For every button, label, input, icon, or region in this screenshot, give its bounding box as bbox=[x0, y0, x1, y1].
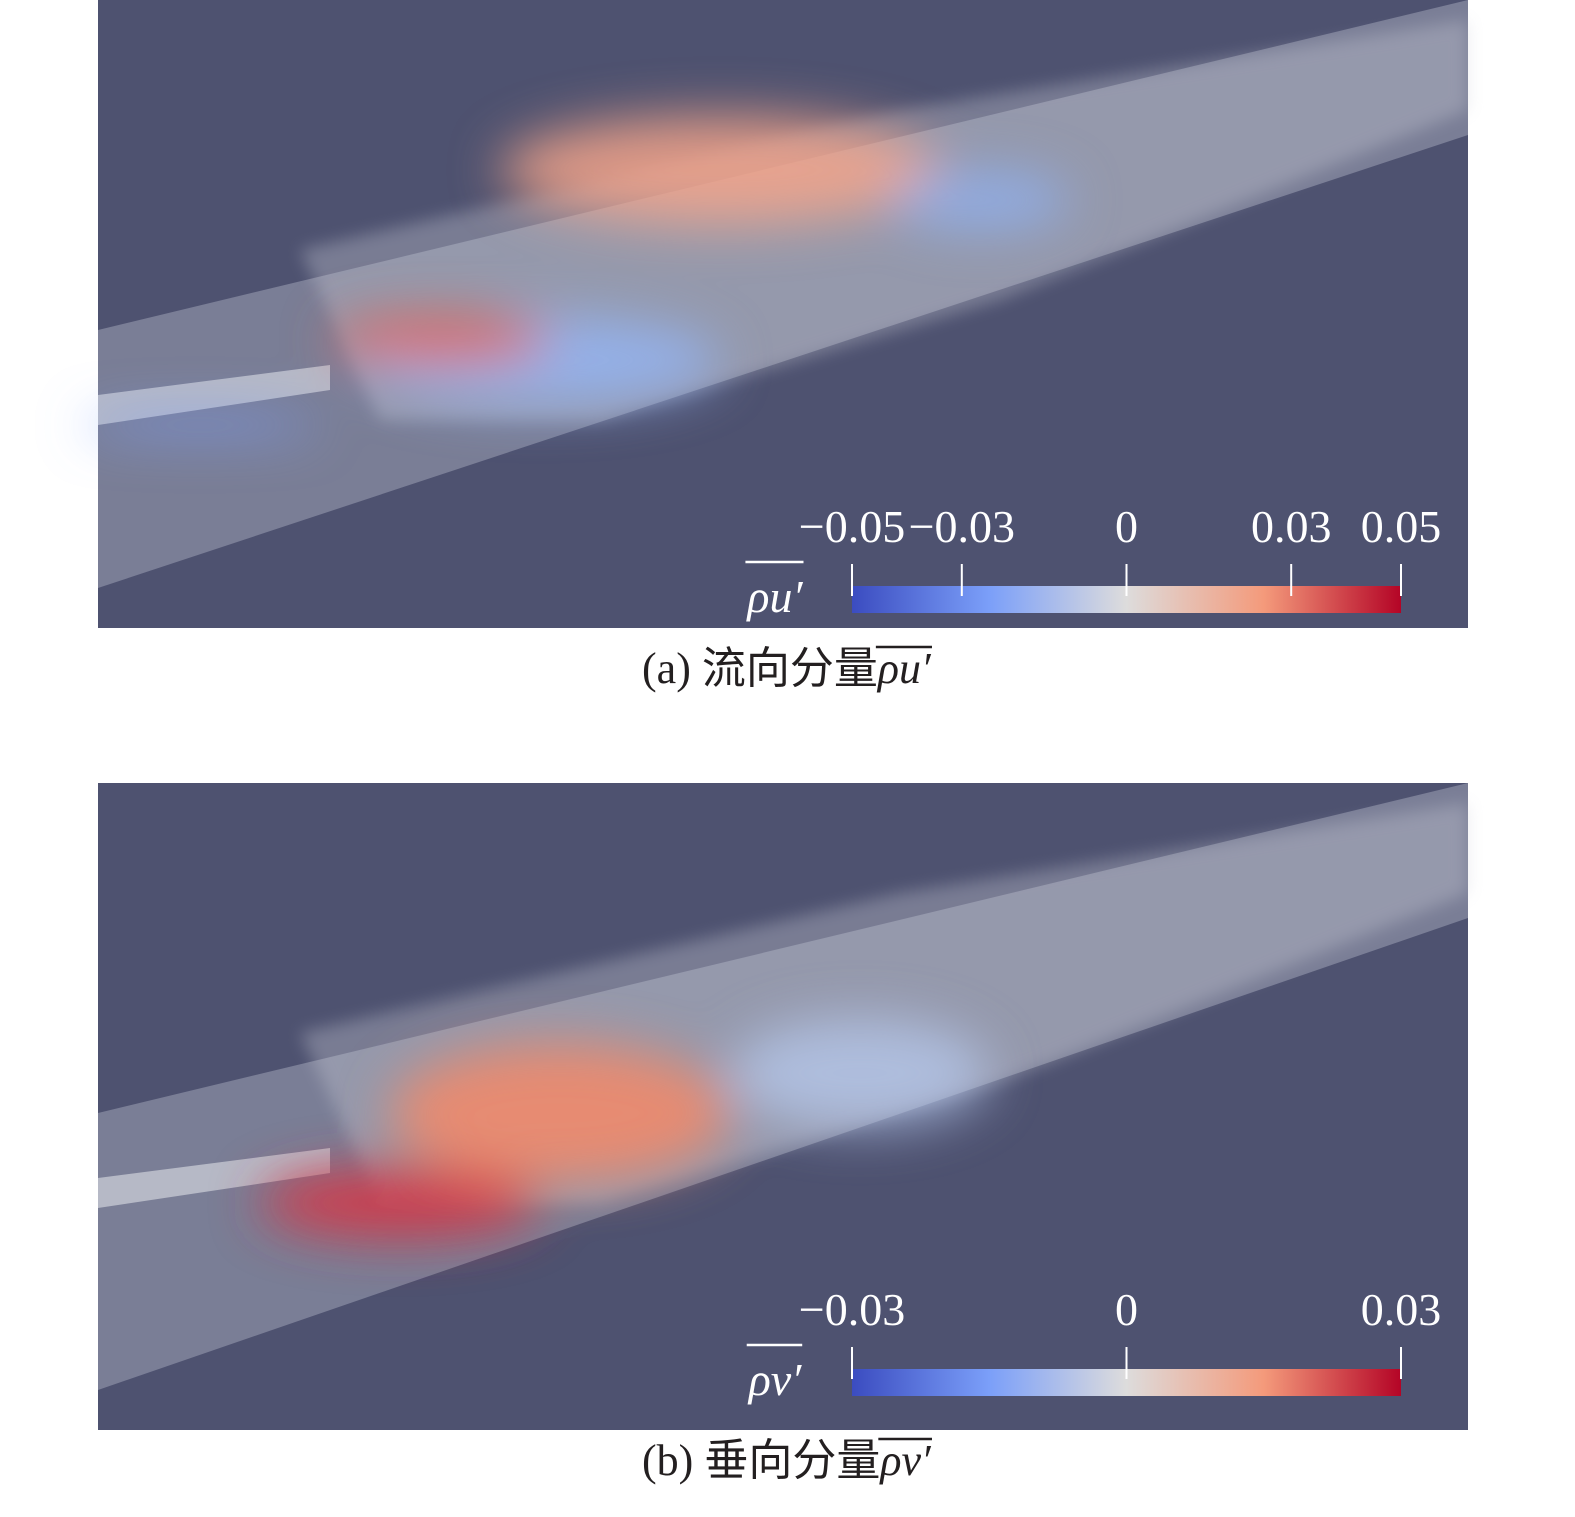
contour-blob bbox=[330, 315, 550, 365]
colorbar-label: ρu′ bbox=[745, 571, 803, 622]
contour-blob bbox=[500, 115, 940, 225]
caption: (a) 流向分量ρu′ bbox=[642, 644, 932, 693]
colorbar-tick-label: 0.05 bbox=[1361, 501, 1442, 552]
contour-blob bbox=[260, 1168, 540, 1238]
colorbar-tick-label: 0 bbox=[1115, 501, 1138, 552]
panel: −0.03 0 0.03 ρv′ bbox=[98, 783, 1468, 1430]
colorbar-tick-label: 0.03 bbox=[1251, 501, 1332, 552]
caption: (b) 垂向分量ρv′ bbox=[642, 1436, 932, 1485]
colorbar-tick-label: 0.03 bbox=[1361, 1284, 1442, 1335]
caption-text: (b) 垂向分量 bbox=[642, 1436, 880, 1485]
colorbar-tick-label: −0.05 bbox=[799, 501, 905, 552]
field-contours bbox=[260, 1018, 990, 1238]
colorbar-label: ρv′ bbox=[747, 1354, 802, 1405]
contour-blob bbox=[730, 1018, 990, 1128]
colorbar-tick-label: 0 bbox=[1115, 1284, 1138, 1335]
contour-blob bbox=[80, 415, 320, 435]
colorbar-tick-label: −0.03 bbox=[799, 1284, 905, 1335]
caption-text: (a) 流向分量 bbox=[642, 644, 878, 693]
jet bbox=[98, 365, 330, 425]
jet bbox=[98, 1148, 330, 1208]
panel: −0.05 −0.03 0 0.03 0.05 ρu′ bbox=[80, 0, 1468, 628]
caption-symbol: ρu′ bbox=[876, 644, 932, 693]
field-contours bbox=[80, 115, 1070, 435]
contour-blob bbox=[390, 1043, 730, 1183]
contour-blob bbox=[890, 170, 1070, 230]
colorbar-tick-label: −0.03 bbox=[909, 501, 1015, 552]
caption-symbol: ρv′ bbox=[878, 1436, 932, 1485]
